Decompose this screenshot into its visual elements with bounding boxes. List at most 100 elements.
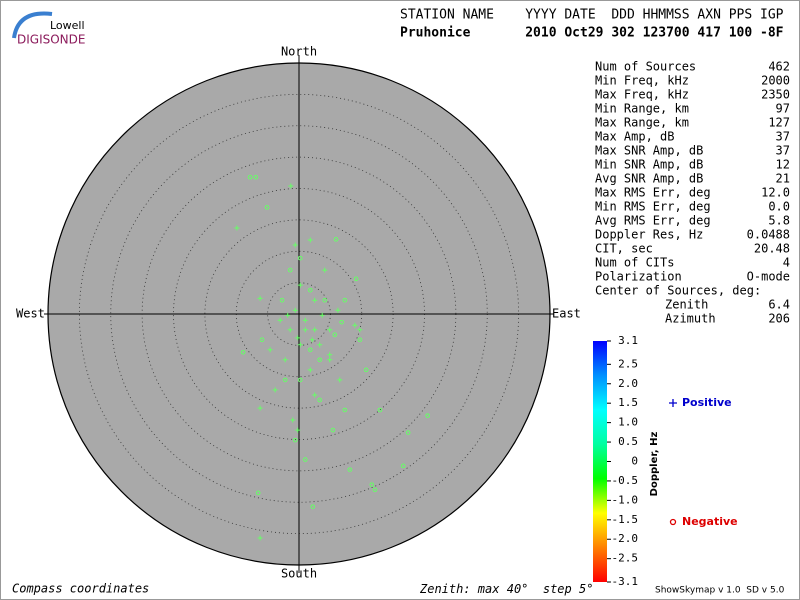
colorbar-tick-label: 1.5 [618, 396, 638, 409]
source-positive [337, 377, 343, 383]
source-negative [287, 267, 293, 273]
stat-label: Num of Sources [595, 60, 696, 74]
source-negative [400, 463, 406, 469]
source-positive [288, 183, 294, 189]
source-positive [307, 367, 313, 373]
footer-coords: Compass coordinates [12, 582, 149, 596]
source-positive [234, 225, 240, 231]
source-positive [295, 335, 301, 341]
source-positive [302, 327, 308, 333]
stat-label: Doppler Res, Hz [595, 228, 703, 242]
source-positive [295, 427, 301, 433]
stat-value: 12 [776, 158, 790, 172]
source-positive [297, 342, 303, 348]
stat-value: 37 [776, 144, 790, 158]
source-positive [327, 352, 333, 358]
source-positive [312, 297, 318, 303]
colorbar-tick-label: 0 [631, 455, 638, 468]
source-positive [292, 307, 298, 313]
stat-value: 20.48 [754, 242, 790, 256]
source-positive [322, 267, 328, 273]
source-negative [247, 174, 253, 180]
colorbar-tick-label: -1.5 [612, 513, 639, 526]
legend-marker [669, 518, 677, 526]
dir-east: East [552, 307, 581, 321]
source-positive [357, 327, 363, 333]
source-positive [307, 237, 313, 243]
source-negative [253, 174, 259, 180]
stat-value: 5.8 [768, 214, 790, 228]
stat-value: 0.0488 [747, 228, 790, 242]
source-positive [317, 342, 323, 348]
source-positive [312, 327, 318, 333]
source-negative [264, 205, 270, 210]
stat-label: Max Range, km [595, 116, 689, 130]
source-positive [257, 295, 263, 301]
center-value: 206 [768, 312, 790, 326]
center-label: Zenith [665, 298, 708, 312]
source-negative [282, 377, 288, 383]
source-negative [347, 467, 353, 472]
source-negative [317, 397, 323, 403]
legend-label: Positive [682, 396, 732, 409]
source-negative [339, 319, 344, 325]
source-negative [297, 377, 303, 383]
stat-label: Polarization [595, 270, 682, 284]
source-negative [405, 430, 411, 435]
dir-north: North [281, 45, 317, 59]
stat-value: 0.0 [768, 200, 790, 214]
source-negative [425, 413, 430, 418]
source-negative [302, 457, 308, 462]
stat-label: Min Range, km [595, 102, 689, 116]
source-negative [342, 297, 348, 303]
source-negative [310, 504, 316, 509]
stat-label: Avg SNR Amp, dB [595, 172, 703, 186]
colorbar-tick-label: -2.5 [612, 552, 639, 565]
logo-bottom: DIGISONDE [17, 33, 85, 47]
source-negative [292, 437, 298, 443]
colorbar-label: Doppler, Hz [649, 432, 660, 497]
source-negative [317, 357, 323, 363]
source-positive [309, 337, 315, 343]
colorbar-tick-label: -2.0 [612, 532, 639, 545]
source-negative [353, 276, 359, 282]
colorbar-tick-label: 3.1 [618, 334, 638, 347]
source-negative [297, 255, 303, 261]
source-positive [277, 317, 283, 323]
source-negative [307, 347, 313, 353]
source-negative [259, 337, 265, 343]
source-negative [369, 482, 375, 487]
colorbar-tick-label: 2.0 [618, 377, 638, 390]
dir-south: South [281, 567, 317, 581]
stat-label: Min RMS Err, deg [595, 200, 711, 214]
footer-zenith: Zenith: max 40° step 5° [419, 582, 593, 596]
colorbar [593, 341, 607, 582]
stat-label: Avg RMS Err, deg [595, 214, 711, 228]
colorbar-tick-label: 2.5 [618, 357, 638, 370]
source-negative [307, 287, 313, 293]
colorbar-tick-label: -1.0 [612, 493, 639, 506]
stat-value: 97 [776, 102, 790, 116]
stat-value: O-mode [747, 270, 790, 284]
source-negative [333, 237, 339, 242]
source-positive [327, 327, 333, 333]
center-title: Center of Sources, deg: [595, 284, 761, 298]
source-positive [319, 312, 325, 318]
legend-label: Negative [682, 515, 738, 528]
stat-label: Num of CITs [595, 256, 674, 270]
stat-label: Max Amp, dB [595, 130, 674, 144]
source-positive [287, 327, 293, 333]
logo-top: Lowell [50, 19, 85, 32]
legend-marker [669, 399, 677, 407]
stat-value: 462 [768, 60, 790, 74]
colorbar-tick-label: 1.0 [618, 416, 638, 429]
source-negative [342, 407, 348, 413]
stat-label: Max Freq, kHz [595, 88, 689, 102]
stat-label: Max SNR Amp, dB [595, 144, 703, 158]
source-negative [330, 427, 336, 433]
source-positive [285, 312, 291, 318]
source-negative [357, 337, 363, 343]
colorbar-tick-label: 0.5 [618, 435, 638, 448]
colorbar-tick-label: -0.5 [612, 474, 639, 487]
source-positive [272, 387, 278, 393]
